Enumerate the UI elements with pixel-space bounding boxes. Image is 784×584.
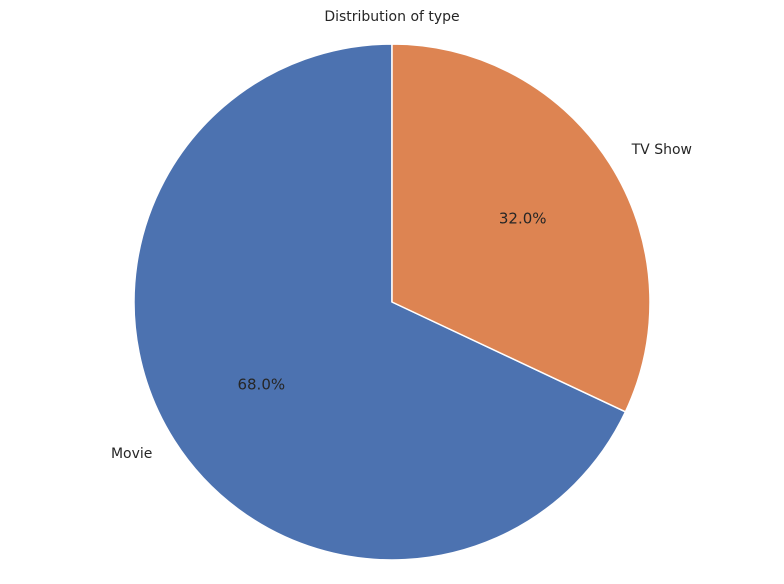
percent-label-movie: 68.0% xyxy=(237,375,285,393)
slice-label-movie: Movie xyxy=(111,446,152,462)
percent-label-tv-show: 32.0% xyxy=(499,210,547,228)
slice-label-tv-show: TV Show xyxy=(631,142,692,158)
pie-slices xyxy=(133,43,651,561)
pie-slice-movie xyxy=(133,43,627,561)
pie-slice-tv-show xyxy=(391,43,651,413)
chart-title: Distribution of type xyxy=(324,9,459,25)
pie-labels: Movie 68.0% TV Show 32.0% xyxy=(111,142,692,462)
